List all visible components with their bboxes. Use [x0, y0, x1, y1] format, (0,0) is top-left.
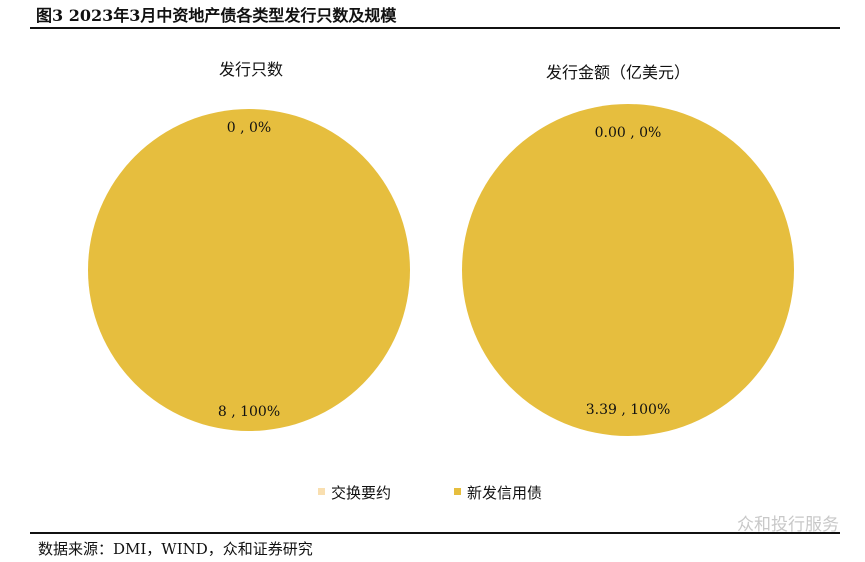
- legend-label-new: 新发信用债: [467, 484, 542, 502]
- pie-charts-canvas: 发行只数 0 , 0% 8 , 100% 发行金额（亿美元） 0.00 , 0%…: [88, 60, 794, 502]
- top-rule: [30, 27, 840, 29]
- pie-chart-count: [88, 109, 410, 431]
- data-label-exchange-amount: 0.00 , 0%: [595, 125, 662, 141]
- legend-swatch-exchange: [318, 488, 325, 495]
- chart-title-count: 发行只数: [219, 60, 283, 79]
- data-label-new-amount: 3.39 , 100%: [586, 402, 671, 418]
- legend-label-exchange: 交换要约: [331, 484, 391, 502]
- watermark-text: 众和投行服务: [737, 515, 839, 535]
- legend-swatch-new: [454, 488, 461, 495]
- data-label-new-count: 8 , 100%: [218, 404, 280, 420]
- data-label-exchange-count: 0 , 0%: [227, 120, 271, 136]
- bottom-rule: [30, 532, 840, 534]
- figure-title: 图3 2023年3月中资地产债各类型发行只数及规模: [36, 6, 397, 25]
- source-note: 数据来源：DMI，WIND，众和证券研究: [38, 540, 313, 558]
- chart-title-amount: 发行金额（亿美元）: [546, 63, 690, 82]
- pie-chart-amount: [462, 104, 794, 436]
- pie-slice-new: [462, 104, 794, 436]
- pie-slice-new: [88, 109, 410, 431]
